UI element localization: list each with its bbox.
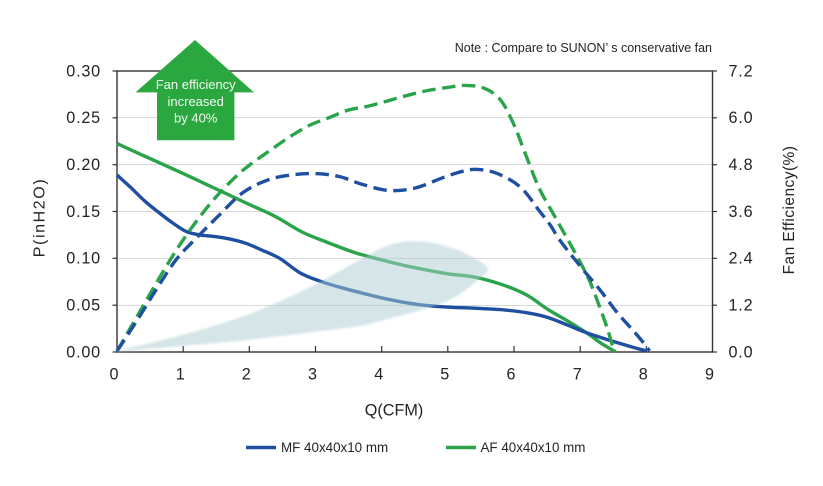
svg-text:6.0: 6.0 (729, 109, 754, 127)
svg-text:0: 0 (109, 366, 119, 384)
svg-text:AF 40x40x10 mm: AF 40x40x10 mm (481, 440, 586, 455)
svg-text:Fan Efficiency(%): Fan Efficiency(%) (781, 146, 798, 275)
svg-text:1.2: 1.2 (729, 297, 754, 315)
svg-text:7: 7 (573, 366, 583, 384)
svg-text:1: 1 (176, 366, 186, 384)
svg-text:9: 9 (705, 366, 715, 384)
svg-text:7.2: 7.2 (729, 62, 754, 80)
svg-text:6: 6 (506, 366, 516, 384)
svg-text:4.8: 4.8 (729, 156, 754, 174)
svg-text:Note : Compare to SUNON’ s con: Note : Compare to SUNON’ s conservative … (455, 41, 712, 55)
svg-text:0.00: 0.00 (66, 343, 101, 361)
svg-text:0.25: 0.25 (66, 109, 101, 127)
svg-text:Fan efficiency: Fan efficiency (156, 77, 236, 92)
svg-text:8: 8 (639, 366, 649, 384)
svg-text:5: 5 (440, 366, 450, 384)
svg-text:2: 2 (242, 366, 252, 384)
svg-text:0.15: 0.15 (66, 203, 101, 221)
svg-text:increased: increased (168, 94, 224, 109)
svg-text:0.20: 0.20 (66, 156, 101, 174)
svg-text:Q(CFM): Q(CFM) (365, 402, 423, 420)
svg-text:0.30: 0.30 (66, 62, 101, 80)
svg-text:MF 40x40x10 mm: MF 40x40x10 mm (281, 440, 388, 455)
svg-text:0.05: 0.05 (66, 297, 101, 315)
svg-text:4: 4 (374, 366, 384, 384)
svg-text:2.4: 2.4 (729, 250, 754, 268)
svg-text:by 40%: by 40% (174, 111, 218, 126)
svg-text:P(inH2O): P(inH2O) (32, 178, 49, 257)
svg-text:0.10: 0.10 (66, 250, 101, 268)
svg-text:3: 3 (308, 366, 318, 384)
svg-text:3.6: 3.6 (729, 203, 754, 221)
svg-text:0.0: 0.0 (729, 343, 754, 361)
